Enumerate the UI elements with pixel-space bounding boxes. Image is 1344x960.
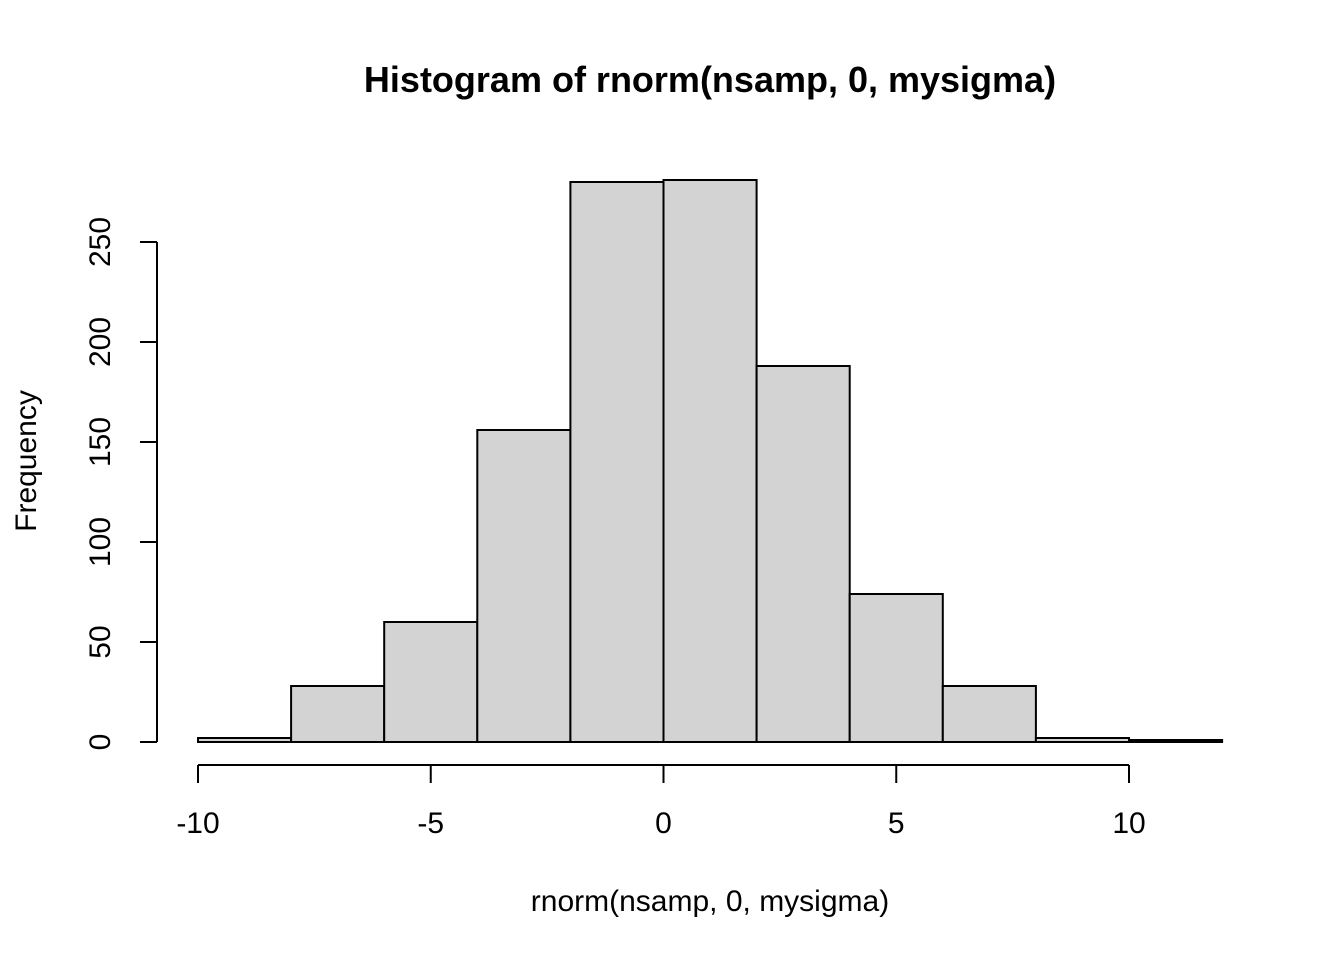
y-tick-label: 200 <box>84 317 117 367</box>
x-tick-label: -5 <box>417 807 444 840</box>
y-tick-label: 250 <box>84 217 117 267</box>
histogram-bar <box>848 593 944 743</box>
histogram-bar <box>476 429 572 743</box>
y-tick-label: 150 <box>84 417 117 467</box>
x-tick-label: 0 <box>655 807 672 840</box>
x-axis: -10 -5 0 5 10 <box>176 764 1146 840</box>
y-tick-label: 50 <box>84 625 117 658</box>
x-tick-label: 10 <box>1112 807 1145 840</box>
histogram-bar <box>941 685 1037 743</box>
y-tick-label: 100 <box>84 517 117 567</box>
histogram-bar <box>569 181 665 743</box>
x-tick-label: -10 <box>176 807 219 840</box>
y-axis: 0 50 100 150 200 250 <box>84 217 158 751</box>
y-tick-label: 0 <box>84 734 117 751</box>
y-axis-label: Frequency <box>10 390 43 532</box>
x-tick-label: 5 <box>888 807 905 840</box>
histogram-bar <box>662 179 758 743</box>
bars-group <box>197 179 1224 743</box>
histogram-bar <box>755 365 851 743</box>
histogram-bar <box>1128 739 1224 743</box>
x-axis-label: rnorm(nsamp, 0, mysigma) <box>531 885 889 918</box>
histogram-bar <box>197 737 293 743</box>
histogram-bar <box>1034 737 1131 743</box>
histogram-bar <box>383 621 479 743</box>
histogram-bar <box>290 685 386 743</box>
chart-title: Histogram of rnorm(nsamp, 0, mysigma) <box>364 59 1056 100</box>
